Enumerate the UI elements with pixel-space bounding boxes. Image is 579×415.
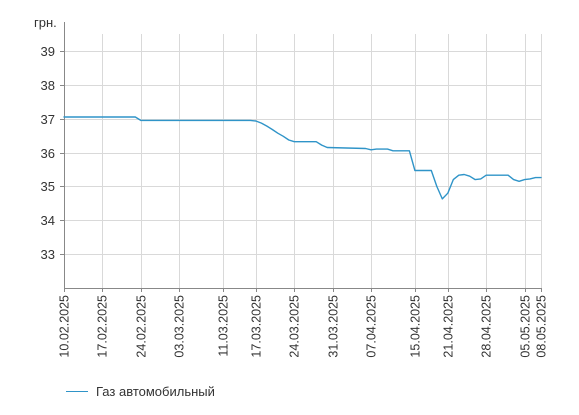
- series-line-0: [63, 116, 542, 200]
- x-tick-label: 17.03.2025: [250, 295, 264, 358]
- grid: [64, 34, 542, 288]
- x-tick-label: 24.02.2025: [135, 295, 149, 358]
- x-tick-label: 24.03.2025: [288, 295, 302, 358]
- x-tick-label: 21.04.2025: [442, 295, 456, 358]
- legend: Газ автомобильный: [66, 383, 215, 399]
- x-tick-label: 31.03.2025: [327, 295, 341, 358]
- y-tick-label: 38: [41, 78, 55, 93]
- x-tick-label: 05.05.2025: [519, 295, 533, 358]
- x-tick-label: 03.03.2025: [173, 295, 187, 358]
- axes: [60, 22, 542, 292]
- y-tick-label: 35: [41, 179, 55, 194]
- x-tick-label: 08.05.2025: [535, 295, 549, 358]
- y-tick-label: 36: [41, 146, 55, 161]
- y-tick-label: 39: [41, 44, 55, 59]
- y-tick-label: 37: [41, 112, 55, 127]
- y-tick-label: 34: [41, 213, 55, 228]
- x-tick-label: 07.04.2025: [365, 295, 379, 358]
- x-tick-labels: 10.02.2025 17.02.2025 24.02.2025 03.03.2025…: [58, 295, 549, 358]
- series-layer: [63, 116, 542, 200]
- legend-series-swatch: [66, 390, 88, 392]
- y-tick-labels: 33 34 35 36 37 38 39: [41, 44, 55, 262]
- legend-series-label: Газ автомобильный: [96, 383, 215, 399]
- y-axis-unit-label: грн.: [34, 15, 57, 30]
- y-tick-label: 33: [41, 247, 55, 262]
- x-tick-label: 28.04.2025: [480, 295, 494, 358]
- x-tick-label: 15.04.2025: [409, 295, 423, 358]
- x-tick-label: 10.02.2025: [58, 295, 72, 358]
- x-tick-label: 17.02.2025: [96, 295, 110, 358]
- x-tick-label: 11.03.2025: [217, 295, 231, 357]
